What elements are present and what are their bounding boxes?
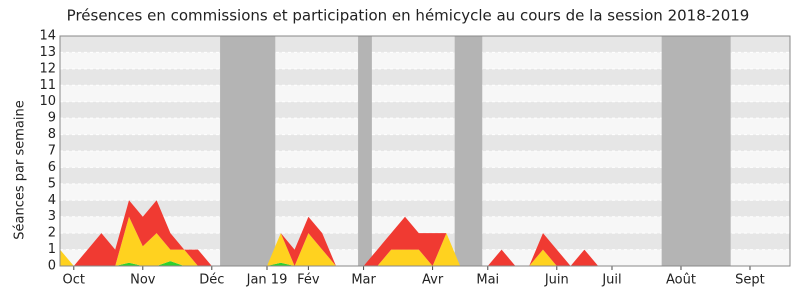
shaded-range bbox=[661, 36, 731, 266]
area bbox=[60, 216, 778, 266]
x-tick-label: Jan 19 bbox=[246, 273, 288, 288]
x-tick-label: Oct bbox=[63, 273, 85, 288]
x-tick-label: Juin bbox=[544, 273, 569, 288]
y-tick-label: 4 bbox=[48, 193, 56, 208]
x-tick-label: Fév bbox=[297, 273, 320, 288]
y-tick-label: 1 bbox=[48, 242, 56, 257]
x-tick-label: Août bbox=[666, 273, 696, 288]
y-tick-label: 14 bbox=[39, 29, 56, 44]
y-tick-label: 8 bbox=[48, 127, 56, 142]
y-tick-label: 9 bbox=[48, 111, 56, 126]
x-tick-label: Mai bbox=[476, 273, 499, 288]
y-tick-label: 0 bbox=[48, 259, 56, 274]
y-tick-label: 5 bbox=[48, 176, 56, 191]
x-tick-label: Sept bbox=[735, 273, 765, 288]
shaded-range bbox=[454, 36, 483, 266]
x-tick-label: Mar bbox=[351, 273, 376, 288]
area bbox=[60, 200, 778, 266]
x-tick-label: Nov bbox=[130, 273, 156, 288]
x-tick-label: Juil bbox=[601, 273, 621, 288]
shaded-range bbox=[358, 36, 372, 266]
chart-title: Présences en commissions et participatio… bbox=[67, 7, 750, 25]
x-tick-label: Déc bbox=[199, 273, 224, 288]
y-tick-label: 12 bbox=[39, 61, 56, 76]
y-tick-label: 11 bbox=[39, 78, 56, 93]
y-tick-label: 7 bbox=[48, 144, 56, 159]
y-tick-label: 6 bbox=[48, 160, 56, 175]
y-tick-label: 13 bbox=[39, 45, 56, 60]
shaded-range bbox=[220, 36, 276, 266]
y-tick-label: 2 bbox=[48, 226, 56, 241]
x-tick-label: Avr bbox=[422, 273, 444, 288]
plot-frame bbox=[59, 35, 791, 267]
y-tick-label: 10 bbox=[39, 94, 56, 109]
y-tick-label: 3 bbox=[48, 209, 56, 224]
y-axis-label: Séances par semaine bbox=[13, 100, 28, 239]
